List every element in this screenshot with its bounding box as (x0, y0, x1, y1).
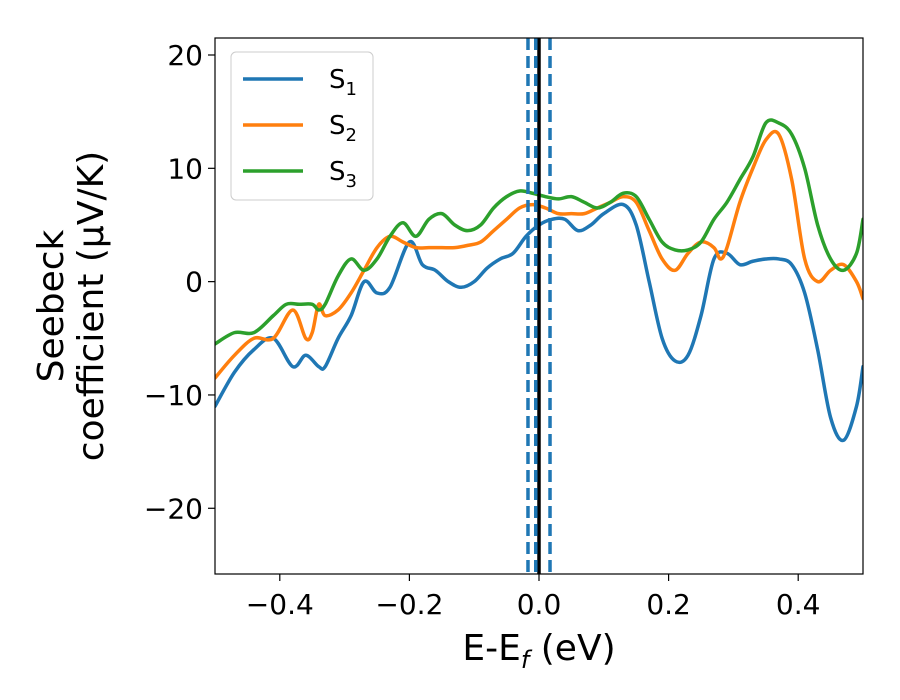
y-axis-label-line2: coefficient (μV/K) (71, 151, 112, 461)
legend: S1 S2 S3 (230, 51, 374, 201)
y-axis-ticks: −20 −10 0 10 20 (144, 39, 215, 525)
legend-label-s1: S1 (329, 65, 357, 100)
x-axis-ticks: −0.4 −0.2 0.0 0.2 0.4 (246, 574, 821, 621)
x-tick-label: −0.4 (246, 588, 314, 621)
legend-label-s2: S2 (329, 111, 357, 146)
y-tick-label: −10 (144, 379, 203, 412)
x-tick-label: 0.2 (646, 588, 691, 621)
x-tick-label: 0.4 (776, 588, 821, 621)
x-axis-label-main: E-E (462, 628, 520, 669)
series-line-s3 (215, 118, 863, 346)
series-line-s2 (215, 129, 863, 380)
x-tick-label: 0.0 (517, 588, 562, 621)
x-axis-label: E-Ef (eV) (462, 628, 615, 674)
y-tick-label: 20 (167, 39, 203, 72)
vertical-lines (526, 38, 552, 574)
series-line-s1 (215, 202, 863, 443)
legend-label-s3: S3 (329, 157, 357, 192)
x-tick-label: −0.2 (375, 588, 443, 621)
y-tick-label: 0 (185, 266, 203, 299)
y-tick-label: −20 (144, 492, 203, 525)
y-axis-label-line1: Seebeck (31, 229, 72, 382)
x-axis-label-unit: (eV) (529, 628, 615, 669)
series-layer (215, 118, 863, 443)
y-tick-label: 10 (167, 152, 203, 185)
